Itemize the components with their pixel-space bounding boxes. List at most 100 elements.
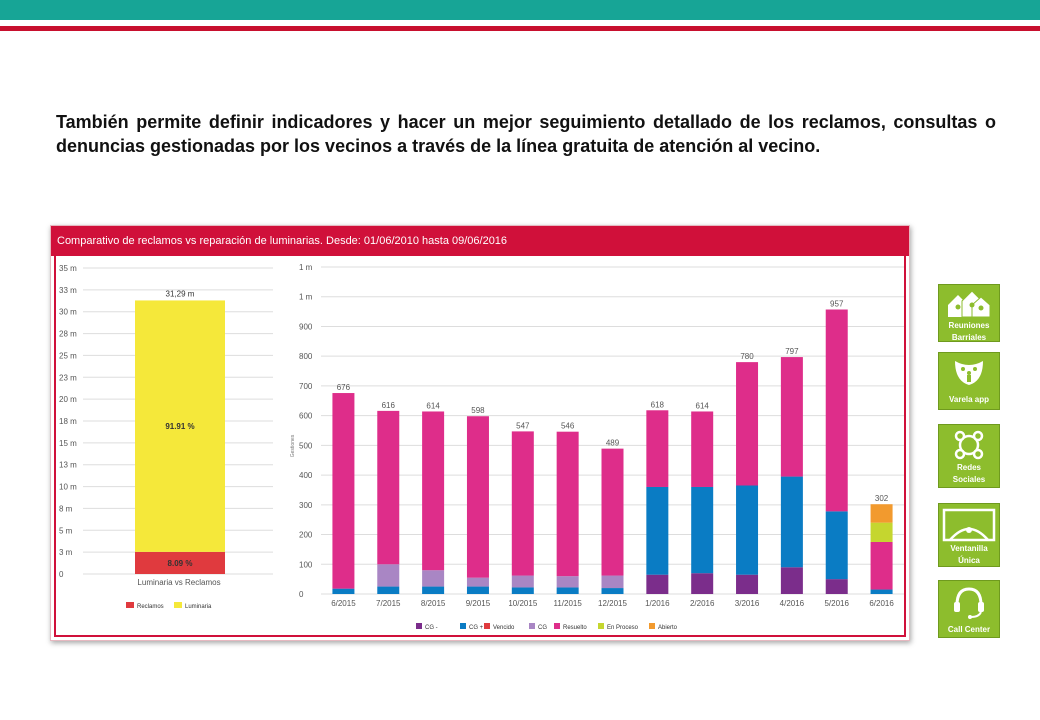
legend-label: CG — [538, 625, 547, 631]
y-tick-label: 900 — [299, 322, 313, 331]
bar-segment — [736, 485, 759, 575]
sidebar-item-reuniones-barriales[interactable]: Reuniones Barriales — [938, 284, 1000, 342]
y-tick-label: 100 — [299, 560, 313, 569]
y-tick-label: 20 m — [59, 395, 77, 404]
legend-swatch — [484, 623, 490, 629]
y-tick-label: 15 m — [59, 439, 77, 448]
bar-segment — [780, 567, 803, 594]
legend-swatch — [649, 623, 655, 629]
legend-label: Reclamos — [137, 604, 164, 610]
legend-label: CG - — [425, 625, 438, 631]
bar-segment — [601, 448, 624, 576]
bar-segment — [646, 574, 669, 594]
total-label: 489 — [606, 439, 620, 448]
y-tick-label: 400 — [299, 471, 313, 480]
legend-label: Luminaria — [185, 604, 212, 610]
x-tick-label: 9/2015 — [466, 599, 491, 608]
network-icon — [954, 430, 984, 460]
x-tick-label: 5/2016 — [824, 599, 849, 608]
total-label: 302 — [875, 494, 889, 503]
bar-segment — [691, 411, 714, 487]
bar-segment — [377, 586, 400, 594]
bar-segment — [825, 579, 848, 594]
total-label: 598 — [471, 406, 485, 415]
x-tick-label: 6/2016 — [869, 599, 894, 608]
legend-swatch — [529, 623, 535, 629]
y-tick-label: 0 — [59, 570, 64, 579]
bar-segment — [691, 486, 714, 574]
total-label: 618 — [651, 400, 665, 409]
y-tick-label: 30 m — [59, 308, 77, 317]
sidebar-label: Ventanilla — [950, 544, 988, 553]
legend-label: Abierto — [658, 625, 678, 631]
y-tick-label: 8 m — [59, 504, 73, 513]
bar-segment — [511, 575, 534, 588]
charts-canvas: 0 3 m 5 m 8 m 10 m 13 m 15 m 18 m 20 m 23 m 25 m 28… — [59, 263, 904, 631]
total-label: 547 — [516, 421, 530, 430]
y-tick-label: 35 m — [59, 264, 77, 273]
bar-segment — [736, 574, 759, 594]
legend-label: Vencido — [493, 625, 515, 631]
sidebar-label: Reuniones — [948, 321, 990, 330]
y-tick-label: 5 m — [59, 526, 73, 535]
total-label: 616 — [382, 401, 396, 410]
x-axis-label: Luminaria vs Reclamos — [137, 578, 220, 587]
bar-segment — [691, 573, 714, 594]
y-tick-label: 300 — [299, 501, 313, 510]
sidebar-item-call-center[interactable]: Call Center — [938, 580, 1000, 638]
legend-swatch — [554, 623, 560, 629]
legend-swatch — [598, 623, 604, 629]
bar-segment — [556, 431, 579, 577]
bar-segment — [511, 431, 534, 576]
y-tick-label: 700 — [299, 382, 313, 391]
bar-segment — [646, 410, 669, 487]
bar-segment — [135, 300, 225, 552]
x-tick-label: 12/2015 — [598, 599, 627, 608]
bar-segment — [780, 357, 803, 477]
x-tick-label: 7/2015 — [376, 599, 401, 608]
y-tick-label: 200 — [299, 531, 313, 540]
sidebar-item-ventanilla-unica[interactable]: Ventanilla Única — [938, 503, 1000, 567]
bar-segment — [825, 511, 848, 580]
total-label: 797 — [785, 347, 799, 356]
sidebar-label: Sociales — [952, 475, 986, 484]
y-tick-label: 33 m — [59, 286, 77, 295]
x-tick-label: 1/2016 — [645, 599, 670, 608]
legend-swatch — [460, 623, 466, 629]
y-tick-label: 0 — [299, 590, 304, 599]
bar-segment — [601, 575, 624, 589]
bar-segment — [422, 570, 445, 587]
bar-segment — [736, 362, 759, 486]
bar-segment — [601, 588, 624, 594]
y-tick-label: 1 m — [299, 263, 313, 272]
bar-segment — [556, 576, 579, 588]
data-label: 91.91 % — [165, 422, 194, 431]
bar-segment — [332, 393, 355, 589]
y-tick-label: 3 m — [59, 548, 73, 557]
sidebar-item-redes-sociales[interactable]: Redes Sociales — [938, 424, 1000, 488]
sidebar-item-varela-app[interactable]: Varela app — [938, 352, 1000, 410]
total-label: 614 — [696, 401, 710, 410]
legend-swatch — [416, 623, 422, 629]
chart-panel: Comparativo de reclamos vs reparación de… — [50, 225, 910, 641]
top-red-line — [0, 26, 1040, 31]
bar-segment — [135, 551, 225, 574]
total-label: 546 — [561, 422, 575, 431]
bar-segment — [422, 586, 445, 594]
app-icon — [955, 361, 983, 385]
panel-frame — [54, 256, 906, 637]
bar-segment — [556, 587, 579, 594]
y-tick-label: 23 m — [59, 373, 77, 382]
sidebar-label: Única — [958, 556, 980, 565]
y-tick-label: 28 m — [59, 330, 77, 339]
x-tick-label: 8/2015 — [421, 599, 446, 608]
houses-icon — [948, 290, 991, 318]
bar-segment — [646, 486, 669, 575]
y-tick-label: 13 m — [59, 461, 77, 470]
total-label: 957 — [830, 300, 844, 309]
headset-icon — [954, 587, 984, 619]
sidebar-label: Varela app — [948, 395, 990, 404]
sidebar-label: Call Center — [947, 625, 991, 634]
legend-label: Resuelto — [563, 625, 587, 631]
y-tick-label: 25 m — [59, 351, 77, 360]
